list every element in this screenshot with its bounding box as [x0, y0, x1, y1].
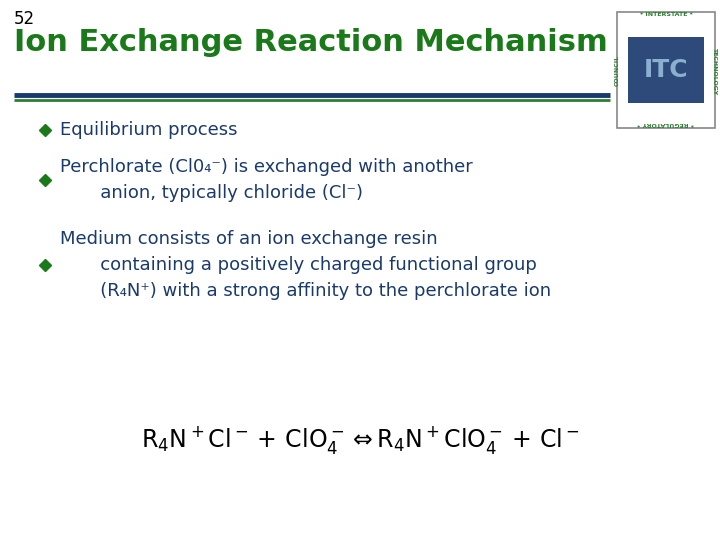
- Text: * INTERSTATE *: * INTERSTATE *: [639, 12, 693, 17]
- Text: * REGULATORY *: * REGULATORY *: [638, 121, 694, 126]
- Text: Medium consists of an ion exchange resin
       containing a positively charged : Medium consists of an ion exchange resin…: [60, 230, 551, 300]
- Text: Equilibrium process: Equilibrium process: [60, 121, 238, 139]
- FancyBboxPatch shape: [628, 37, 704, 104]
- FancyBboxPatch shape: [616, 12, 716, 129]
- Text: 52: 52: [14, 10, 35, 28]
- Text: Ion Exchange Reaction Mechanism: Ion Exchange Reaction Mechanism: [14, 28, 608, 57]
- Text: COUNCIL: COUNCIL: [615, 55, 620, 86]
- Text: TECHNOLOGY: TECHNOLOGY: [712, 46, 717, 94]
- Text: $\mathsf{R_4N^+Cl^- + \, ClO_4^- \Leftrightarrow R_4N^+ClO_4^- + \, Cl^-}$: $\mathsf{R_4N^+Cl^- + \, ClO_4^- \Leftri…: [140, 424, 580, 456]
- Text: Perchlorate (Cl0₄⁻) is exchanged with another
       anion, typically chloride (: Perchlorate (Cl0₄⁻) is exchanged with an…: [60, 158, 473, 202]
- Text: ITC: ITC: [644, 58, 688, 82]
